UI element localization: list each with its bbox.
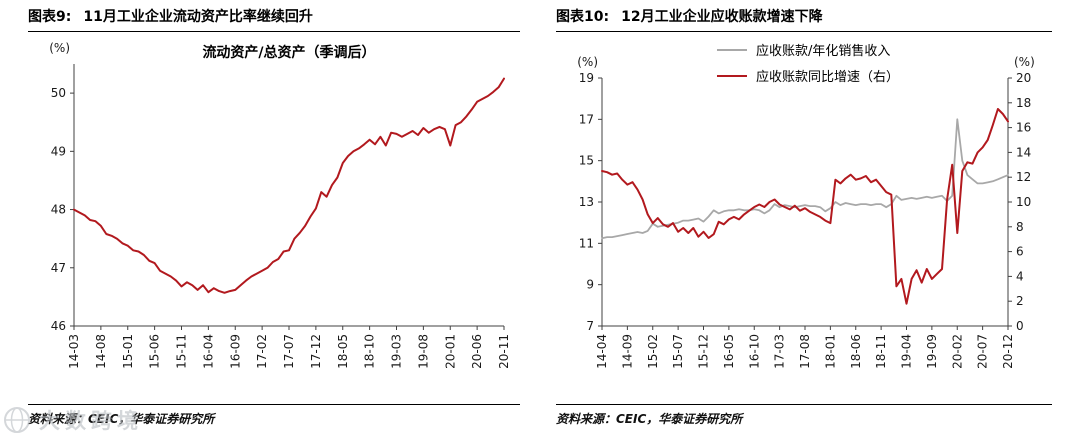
svg-text:16-10: 16-10 bbox=[747, 334, 761, 369]
svg-text:20-07: 20-07 bbox=[976, 334, 990, 369]
svg-text:19: 19 bbox=[579, 71, 594, 85]
svg-text:12: 12 bbox=[1016, 170, 1031, 184]
chart-legend: 应收账款/年化销售收入 应收账款同比增速（右） bbox=[716, 40, 900, 85]
svg-text:15: 15 bbox=[579, 154, 594, 168]
svg-text:(%): (%) bbox=[1014, 55, 1035, 69]
svg-text:16: 16 bbox=[1016, 121, 1031, 135]
svg-text:15-06: 15-06 bbox=[148, 334, 162, 369]
svg-text:14-04: 14-04 bbox=[595, 334, 609, 369]
svg-text:46: 46 bbox=[51, 319, 66, 333]
svg-text:18-06: 18-06 bbox=[849, 334, 863, 369]
svg-text:18-05: 18-05 bbox=[336, 334, 350, 369]
svg-text:16-09: 16-09 bbox=[228, 334, 242, 369]
figure-9-label: 图表9: bbox=[28, 9, 72, 25]
svg-text:14: 14 bbox=[1016, 145, 1031, 159]
svg-text:17-12: 17-12 bbox=[309, 334, 323, 369]
legend-label: 应收账款同比增速（右） bbox=[755, 70, 900, 85]
svg-text:18-10: 18-10 bbox=[363, 334, 377, 369]
legend-item-receivable-growth: 应收账款同比增速（右） bbox=[716, 66, 900, 85]
svg-text:(%): (%) bbox=[577, 55, 598, 69]
svg-text:49: 49 bbox=[51, 144, 66, 158]
svg-text:15-07: 15-07 bbox=[671, 334, 685, 369]
chart-title: 流动资产/总资产（季调后） bbox=[202, 45, 376, 61]
svg-text:19-08: 19-08 bbox=[416, 334, 430, 369]
figure-9-title: 11月工业企业流动资产比率继续回升 bbox=[83, 9, 313, 25]
figure-10-label: 图表10: bbox=[556, 9, 610, 25]
svg-text:17-03: 17-03 bbox=[773, 334, 787, 369]
figure-9-panel: 图表9: 11月工业企业流动资产比率继续回升 46 47 48 49 50 (%) 14-0… bbox=[28, 4, 520, 433]
svg-text:11: 11 bbox=[579, 236, 594, 250]
svg-text:6: 6 bbox=[1016, 245, 1024, 259]
svg-text:48: 48 bbox=[51, 203, 66, 217]
svg-text:17-08: 17-08 bbox=[798, 334, 812, 369]
figure-9-header: 图表9: 11月工业企业流动资产比率继续回升 bbox=[28, 4, 520, 32]
legend-item-receivable-ratio: 应收账款/年化销售收入 bbox=[716, 40, 899, 59]
svg-text:20-01: 20-01 bbox=[443, 334, 457, 369]
svg-text:17: 17 bbox=[579, 112, 594, 126]
svg-text:2: 2 bbox=[1016, 294, 1024, 308]
figure-9-source-note: 资料来源：CEIC，华泰证券研究所 bbox=[28, 404, 520, 427]
svg-text:14-08: 14-08 bbox=[94, 334, 108, 369]
svg-text:20-12: 20-12 bbox=[1001, 334, 1015, 369]
svg-text:19-03: 19-03 bbox=[390, 334, 404, 369]
svg-text:20: 20 bbox=[1016, 71, 1031, 85]
svg-text:19-09: 19-09 bbox=[925, 334, 939, 369]
svg-text:0: 0 bbox=[1016, 319, 1024, 333]
svg-text:16-05: 16-05 bbox=[722, 334, 736, 369]
figure-10-header: 图表10: 12月工业企业应收账款增速下降 bbox=[556, 4, 1052, 32]
svg-text:7: 7 bbox=[586, 319, 594, 333]
svg-text:17-07: 17-07 bbox=[282, 334, 296, 369]
figure-10-title: 12月工业企业应收账款增速下降 bbox=[621, 9, 823, 25]
svg-text:17-02: 17-02 bbox=[255, 334, 269, 369]
legend-label: 应收账款/年化销售收入 bbox=[755, 44, 891, 59]
figure-10-source-note: 资料来源：CEIC，华泰证券研究所 bbox=[556, 404, 1052, 427]
svg-text:20-02: 20-02 bbox=[950, 334, 964, 369]
svg-text:15-02: 15-02 bbox=[646, 334, 660, 369]
svg-text:14-03: 14-03 bbox=[67, 334, 81, 369]
svg-text:8: 8 bbox=[1016, 220, 1024, 234]
svg-text:18-11: 18-11 bbox=[874, 334, 888, 369]
svg-text:10: 10 bbox=[1016, 195, 1031, 209]
svg-text:20-11: 20-11 bbox=[497, 334, 511, 369]
svg-text:4: 4 bbox=[1016, 269, 1024, 283]
svg-text:9: 9 bbox=[586, 278, 594, 292]
svg-text:15-01: 15-01 bbox=[121, 334, 135, 369]
legend-line-red-icon bbox=[716, 74, 747, 77]
svg-text:19-04: 19-04 bbox=[900, 334, 914, 369]
current-asset-ratio-chart: 46 47 48 49 50 (%) 14-03 14-08 15-01 15-06 15-11 16… bbox=[49, 41, 511, 369]
legend-line-gray-icon bbox=[716, 48, 747, 51]
svg-text:16-04: 16-04 bbox=[201, 334, 215, 369]
figure-10-panel: 图表10: 12月工业企业应收账款增速下降 7 9 11 13 15 17 19 (%) 0 2 4… bbox=[556, 4, 1052, 433]
svg-text:14-09: 14-09 bbox=[620, 334, 634, 369]
svg-text:15-11: 15-11 bbox=[175, 334, 189, 369]
svg-text:18-01: 18-01 bbox=[823, 334, 837, 369]
svg-text:50: 50 bbox=[51, 86, 66, 100]
svg-text:47: 47 bbox=[51, 261, 66, 275]
svg-text:13: 13 bbox=[579, 195, 594, 209]
svg-text:15-12: 15-12 bbox=[697, 334, 711, 369]
svg-text:(%): (%) bbox=[49, 41, 70, 55]
svg-text:18: 18 bbox=[1016, 96, 1031, 110]
accounts-receivable-chart: 7 9 11 13 15 17 19 (%) 0 2 4 6 8 10 12 14 16 18 20 (%) 14-04… bbox=[577, 55, 1035, 369]
svg-text:20-06: 20-06 bbox=[470, 334, 484, 369]
